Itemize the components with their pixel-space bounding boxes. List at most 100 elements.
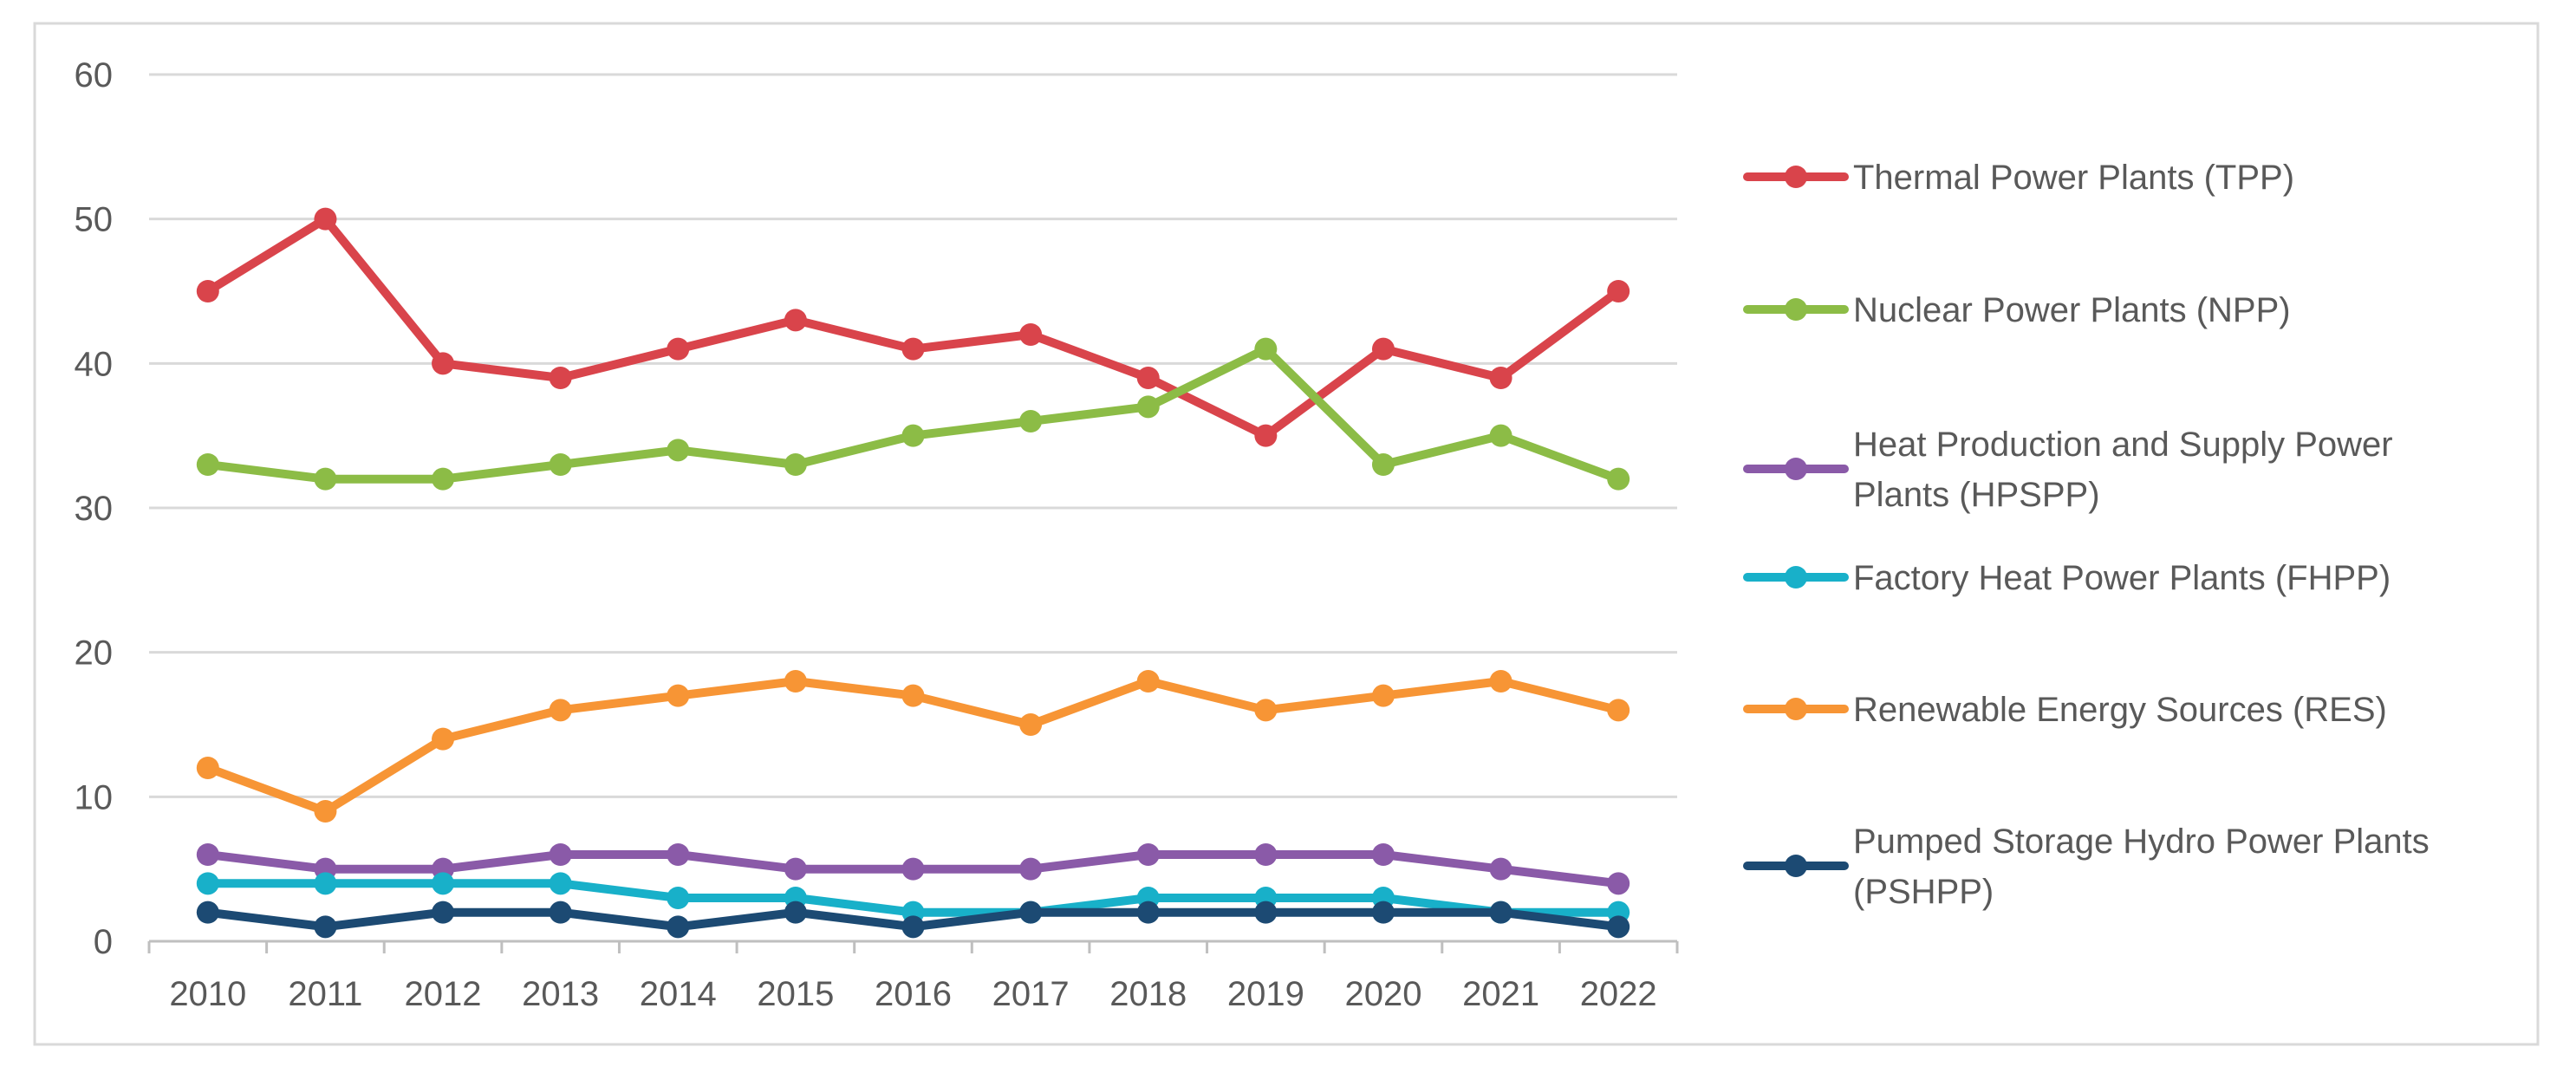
data-point xyxy=(1371,337,1395,361)
data-point xyxy=(432,467,455,491)
data-point xyxy=(901,915,925,939)
x-tick-label: 2014 xyxy=(640,975,717,1013)
data-point xyxy=(1607,699,1630,722)
y-tick-label: 20 xyxy=(75,634,114,673)
data-point xyxy=(784,453,807,476)
legend-item: Thermal Power Plants (TPP) xyxy=(1743,159,2294,197)
data-point xyxy=(1136,901,1160,924)
data-point xyxy=(1489,670,1512,693)
legend-item: Factory Heat Power Plants (FHPP) xyxy=(1743,559,2391,597)
legend-label: Nuclear Power Plants (NPP) xyxy=(1853,291,2291,329)
x-tick-label: 2018 xyxy=(1109,975,1187,1013)
data-point xyxy=(1607,872,1630,895)
data-point xyxy=(196,757,219,779)
y-tick-label: 50 xyxy=(75,201,114,239)
data-point xyxy=(314,915,337,939)
data-point xyxy=(1607,467,1630,491)
data-point xyxy=(1489,901,1512,924)
legend-item: Renewable Energy Sources (RES) xyxy=(1743,691,2387,729)
data-point xyxy=(549,367,572,389)
data-point xyxy=(901,857,925,881)
legend-marker xyxy=(1785,458,1807,480)
data-point xyxy=(1371,901,1395,924)
data-point xyxy=(667,337,690,361)
data-point xyxy=(549,901,572,924)
data-point xyxy=(196,872,219,895)
data-point xyxy=(667,684,690,707)
x-tick-label: 2013 xyxy=(522,975,599,1013)
x-tick-label: 2021 xyxy=(1462,975,1539,1013)
series-group xyxy=(196,843,1630,895)
x-axis xyxy=(147,940,1679,953)
series-group xyxy=(196,670,1630,823)
y-tick-label: 60 xyxy=(75,56,114,94)
legend-marker xyxy=(1785,698,1807,720)
data-point xyxy=(432,872,455,895)
data-point xyxy=(549,843,572,866)
legend-marker xyxy=(1785,298,1807,321)
data-point xyxy=(1019,323,1043,346)
data-point xyxy=(784,309,807,332)
data-point xyxy=(1254,699,1278,722)
data-point xyxy=(549,699,572,722)
data-point xyxy=(196,843,219,866)
data-point xyxy=(314,207,337,231)
x-tick-label: 2017 xyxy=(992,975,1070,1013)
legend-label: Pumped Storage Hydro Power Plants xyxy=(1853,823,2430,861)
data-point xyxy=(1019,901,1043,924)
series-group xyxy=(196,207,1630,447)
data-point xyxy=(549,453,572,476)
data-point xyxy=(667,915,690,939)
data-point xyxy=(314,800,337,823)
legend-label: Renewable Energy Sources (RES) xyxy=(1853,691,2387,729)
series-group xyxy=(196,901,1630,939)
data-point xyxy=(196,280,219,302)
legend-item: Nuclear Power Plants (NPP) xyxy=(1743,291,2291,329)
x-tick-label: 2016 xyxy=(875,975,952,1013)
data-point xyxy=(432,352,455,375)
y-tick-label: 0 xyxy=(94,923,113,961)
data-point xyxy=(901,424,925,447)
data-point xyxy=(196,901,219,924)
x-tick-label: 2019 xyxy=(1227,975,1304,1013)
data-point xyxy=(1019,713,1043,736)
x-tick-label: 2010 xyxy=(169,975,246,1013)
x-tick-label: 2011 xyxy=(288,975,362,1013)
data-point xyxy=(1371,843,1395,866)
data-point xyxy=(901,684,925,707)
data-point xyxy=(1371,684,1395,707)
series-group xyxy=(196,337,1630,491)
legend-marker xyxy=(1785,166,1807,188)
legend-marker xyxy=(1785,855,1807,877)
data-point xyxy=(1136,395,1160,419)
data-point xyxy=(1371,453,1395,476)
legend-marker xyxy=(1785,566,1807,589)
data-point xyxy=(1489,367,1512,389)
data-point xyxy=(432,901,455,924)
x-tick-label: 2015 xyxy=(757,975,834,1013)
data-point xyxy=(1019,857,1043,881)
series-group xyxy=(196,207,1630,939)
data-point xyxy=(1607,915,1630,939)
x-tick-labels: 2010 2011 2012 2013 2014 2015 2016 2017 2018 2019… xyxy=(169,975,1656,1013)
legend: Thermal Power Plants (TPP) Nuclear Power … xyxy=(1743,159,2430,911)
data-point xyxy=(1489,424,1512,447)
data-point xyxy=(1489,857,1512,881)
data-point xyxy=(432,727,455,751)
gridlines xyxy=(149,73,1677,798)
y-axis: 0 10 20 30 40 50 60 xyxy=(75,56,114,961)
data-point xyxy=(667,843,690,866)
data-point xyxy=(784,857,807,881)
data-point xyxy=(1607,280,1630,302)
data-point xyxy=(667,887,690,909)
legend-item: Pumped Storage Hydro Power Plants (PSHPP) xyxy=(1743,823,2430,911)
data-point xyxy=(1254,424,1278,447)
data-point xyxy=(901,337,925,361)
y-tick-label: 40 xyxy=(75,345,114,383)
data-point xyxy=(1254,337,1278,361)
x-tick-label: 2012 xyxy=(405,975,482,1013)
data-point xyxy=(784,670,807,693)
data-point xyxy=(1136,367,1160,389)
